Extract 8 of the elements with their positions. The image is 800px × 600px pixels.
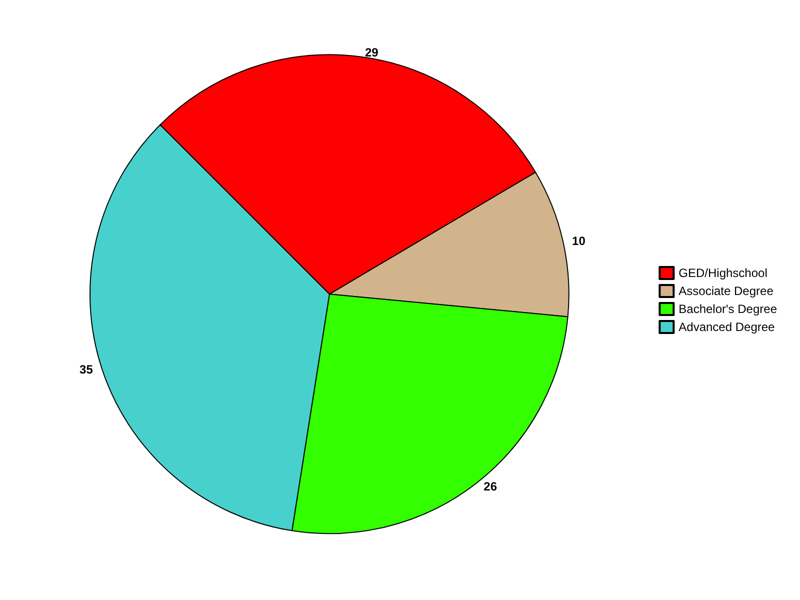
legend-label: Bachelor's Degree: [678, 302, 778, 316]
data-label: 35: [80, 362, 94, 376]
legend-label: Associate Degree: [678, 284, 774, 298]
legend-label: Advanced Degree: [678, 320, 776, 334]
data-label: 29: [364, 46, 379, 60]
data-label: 10: [572, 234, 586, 248]
legend-label: GED/Highschool: [678, 266, 768, 280]
data-label: 26: [484, 480, 498, 494]
